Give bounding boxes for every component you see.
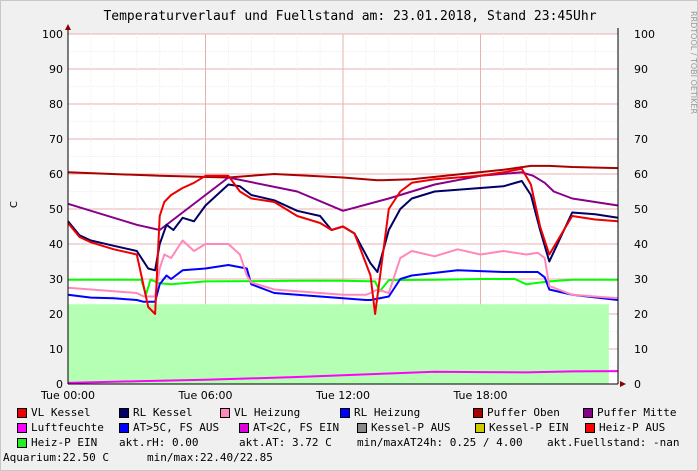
x-tick-label: Tue 18:00 <box>453 389 508 401</box>
y-tick-label-left: 90 <box>49 63 63 76</box>
y-tick-label-right: 100 <box>634 28 655 41</box>
legend-item: Puffer Oben <box>473 406 583 419</box>
legend-label: AT<2C, FS EIN <box>253 421 340 434</box>
aquarium-min-max: min/max:22.40/22.85 <box>147 451 273 464</box>
legend-item: Heiz-P EIN <box>17 436 119 449</box>
legend-label: AT>5C, FS AUS <box>133 421 220 434</box>
x-tick-labels: Tue 00:00 Tue 06:00 Tue 12:00 Tue 18:00 <box>40 389 508 401</box>
rrdtool-credit: RRDTOOL / TOBI OETIKER <box>689 11 698 115</box>
y-tick-label-right: 10 <box>634 343 648 356</box>
y-tick-label-right: 30 <box>634 273 648 286</box>
y-tick-label-left: 50 <box>49 203 63 216</box>
y-axis-arrow <box>65 24 71 30</box>
series-line-luftfeuchte <box>67 370 619 384</box>
legend-item: VL Heizung <box>220 406 340 419</box>
legend: VL Kessel RL Kessel VL Heizung RL Heizun… <box>3 405 697 465</box>
legend-item: RL Heizung <box>340 406 473 419</box>
legend-item: RL Kessel <box>119 406 220 419</box>
legend-item: VL Kessel <box>17 406 119 419</box>
legend-item: AT<2C, FS EIN <box>239 421 357 434</box>
x-axis-arrow <box>620 381 626 387</box>
series-line-rl-heizung <box>67 264 619 303</box>
legend-swatch <box>239 422 249 433</box>
y-tick-label-left: 60 <box>49 168 63 181</box>
x-tick-label: Tue 00:00 <box>40 389 95 401</box>
legend-row-2: Luftfeuchte AT>5C, FS AUS AT<2C, FS EIN … <box>17 420 697 435</box>
y-tick-labels-right: 0 10 20 30 40 50 60 70 80 90 100 <box>634 28 655 391</box>
legend-row-3: Heiz-P EIN akt.rH: 0.00 akt.AT: 3.72 C m… <box>17 435 697 450</box>
y-tick-label-right: 90 <box>634 63 648 76</box>
series-line-rl-kessel <box>67 180 619 273</box>
y-tick-label-right: 70 <box>634 133 648 146</box>
series-line-heiz-p-ein <box>68 278 618 296</box>
legend-swatch <box>475 422 485 433</box>
outside-temp-min-max: min/maxAT24h: 0.25 / 4.00 <box>357 436 523 449</box>
aquarium-temp: Aquarium:22.50 C <box>3 451 109 464</box>
legend-row-4: Aquarium:22.50 C min/max:22.40/22.85 <box>3 450 697 465</box>
fuellstand-area <box>68 304 609 384</box>
legend-label: Puffer Oben <box>487 406 560 419</box>
y-tick-label-left: 100 <box>42 28 63 41</box>
legend-label: RL Heizung <box>354 406 421 419</box>
y-tick-label-right: 0 <box>634 378 641 391</box>
y-tick-label-left: 20 <box>49 308 63 321</box>
y-tick-label-left: 30 <box>49 273 63 286</box>
plot-area: 0 10 20 30 40 50 60 70 80 90 100 0 10 20 30 40 50 60 70 80… <box>40 24 655 401</box>
series-lines <box>67 164 619 384</box>
y-tick-label-left: 40 <box>49 238 63 251</box>
legend-item: Puffer Mitte <box>583 406 676 419</box>
current-humidity: akt.rH: 0.00 <box>119 436 199 449</box>
legend-swatch <box>17 407 27 418</box>
legend-label: VL Kessel <box>31 406 91 419</box>
y-tick-labels-left: 0 10 20 30 40 50 60 70 80 90 100 <box>42 28 63 391</box>
legend-swatch <box>17 437 27 448</box>
chart-title: Temperaturverlauf und Fuellstand am: 23.… <box>103 9 597 24</box>
y-tick-label-left: 10 <box>49 343 63 356</box>
legend-swatch <box>119 422 129 433</box>
legend-swatch <box>585 422 595 433</box>
legend-item: Kessel-P AUS <box>357 421 475 434</box>
y-tick-label-right: 80 <box>634 98 648 111</box>
series-line-vl-heizung <box>67 239 619 300</box>
legend-swatch <box>340 407 350 418</box>
y-tick-label-right: 40 <box>634 238 648 251</box>
y-tick-label-right: 50 <box>634 203 648 216</box>
legend-label: Heiz-P EIN <box>31 436 98 449</box>
series-line-puffer-oben <box>67 164 619 182</box>
legend-item: Luftfeuchte <box>17 421 119 434</box>
legend-label: Kessel-P EIN <box>489 421 569 434</box>
fuellstand-area-fill <box>68 304 609 384</box>
legend-label: Heiz-P AUS <box>599 421 666 434</box>
legend-item: AT>5C, FS AUS <box>119 421 239 434</box>
legend-item: Kessel-P EIN <box>475 421 585 434</box>
current-outside-temp: akt.AT: 3.72 C <box>239 436 332 449</box>
series-line-puffer-mitte <box>67 171 619 231</box>
legend-label: Luftfeuchte <box>31 421 104 434</box>
legend-swatch <box>583 407 593 418</box>
y-tick-label-left: 70 <box>49 133 63 146</box>
legend-swatch <box>17 422 27 433</box>
current-fill-level: akt.Fuellstand: -nan <box>547 436 680 449</box>
legend-row-1: VL Kessel RL Kessel VL Heizung RL Heizun… <box>17 405 697 420</box>
legend-swatch <box>473 407 483 418</box>
legend-label: VL Heizung <box>234 406 301 419</box>
axes <box>65 24 626 387</box>
legend-label: RL Kessel <box>133 406 193 419</box>
legend-swatch <box>357 422 367 433</box>
y-tick-label-right: 20 <box>634 308 648 321</box>
legend-item: Heiz-P AUS <box>585 421 665 434</box>
x-tick-label: Tue 12:00 <box>315 389 370 401</box>
legend-swatch <box>220 407 230 418</box>
legend-label: Puffer Mitte <box>597 406 677 419</box>
series-line-vl-kessel <box>67 167 619 315</box>
y-tick-label-right: 60 <box>634 168 648 181</box>
y-tick-label-left: 80 <box>49 98 63 111</box>
legend-label: Kessel-P AUS <box>371 421 451 434</box>
legend-swatch <box>119 407 129 418</box>
x-tick-label: Tue 06:00 <box>178 389 233 401</box>
y-tick-label-left: 0 <box>56 378 63 391</box>
